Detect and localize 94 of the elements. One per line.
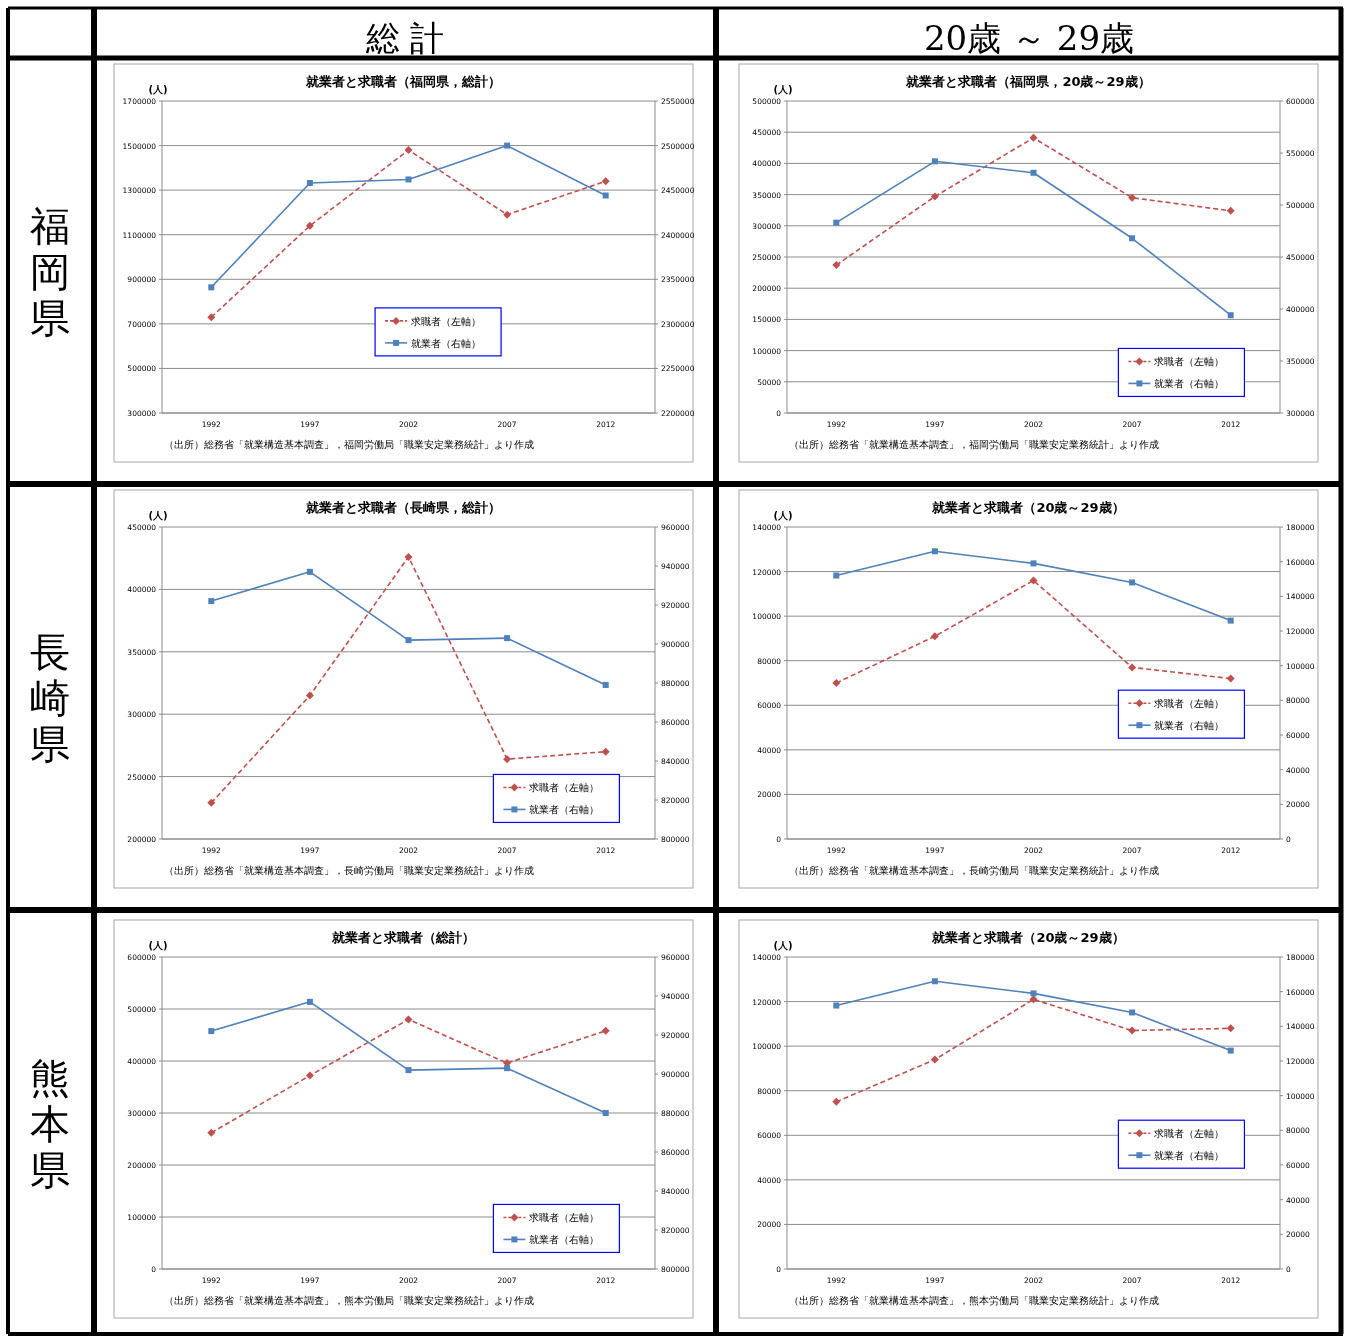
point	[1128, 663, 1137, 672]
point	[305, 221, 314, 230]
point	[931, 158, 938, 165]
point	[305, 1071, 314, 1080]
point	[833, 572, 840, 579]
legend-label: 求職者（左軸）	[529, 1212, 600, 1224]
chart-title: 就業者と求職者（福岡県，20歳～29歳）	[905, 74, 1151, 89]
y-axis-title: (人)	[148, 84, 168, 95]
text: （出所）総務省「就業構造基本調査」，福岡労働局「職業安定業務統計」より作成	[789, 439, 1159, 450]
text: （出所）総務省「就業構造基本調査」，長崎労働局「職業安定業務統計」より作成	[164, 865, 534, 876]
legend-label: 就業者（右軸）	[1154, 378, 1225, 390]
legend-label: 求職者（左軸）	[1154, 698, 1225, 710]
point	[1029, 995, 1038, 1004]
point	[1128, 193, 1137, 202]
point	[833, 219, 840, 226]
point	[503, 755, 512, 764]
point	[208, 284, 215, 291]
y-axis-title: (人)	[148, 510, 168, 521]
point	[504, 1065, 511, 1072]
point	[601, 747, 610, 756]
y-axis-title: (人)	[148, 940, 168, 951]
point	[1129, 579, 1136, 586]
point	[208, 598, 215, 605]
point	[930, 192, 939, 201]
point	[1029, 133, 1038, 142]
point	[504, 142, 511, 149]
text: （出所）総務省「就業構造基本調査」，福岡労働局「職業安定業務統計」より作成	[164, 439, 534, 450]
point	[1227, 617, 1234, 624]
text: 長崎県	[30, 629, 70, 767]
point	[305, 691, 314, 700]
point	[602, 1110, 609, 1116]
point	[405, 176, 412, 183]
point	[207, 313, 216, 322]
point	[306, 180, 313, 187]
point	[930, 1055, 939, 1064]
text: 熊本県	[30, 1055, 70, 1193]
point	[602, 192, 609, 199]
y-axis-title: (人)	[773, 940, 793, 951]
point	[208, 1028, 215, 1035]
text: 福岡県	[30, 203, 70, 341]
point	[1227, 1047, 1234, 1054]
point	[833, 1002, 840, 1009]
text: （出所）総務省「就業構造基本調査」，熊本労働局「職業安定業務統計」より作成	[164, 1295, 534, 1306]
point	[601, 1026, 610, 1035]
point	[1030, 169, 1037, 176]
point	[207, 1128, 216, 1137]
point	[930, 632, 939, 641]
text: 20歳 ～ 29歳	[923, 18, 1135, 58]
chart-title: 就業者と求職者（20歳～29歳）	[931, 500, 1125, 515]
legend-label: 求職者（左軸）	[411, 315, 482, 327]
point	[931, 978, 938, 985]
legend-label: 求職者（左軸）	[1154, 356, 1225, 368]
point	[404, 146, 413, 155]
legend-label: 求職者（左軸）	[529, 782, 600, 794]
point	[404, 1015, 413, 1024]
point	[1029, 576, 1038, 585]
legend-label: 求職者（左軸）	[1154, 1128, 1225, 1140]
point	[832, 1097, 841, 1106]
text: 総 計	[364, 18, 445, 58]
legend-label: 就業者（右軸）	[1154, 1150, 1225, 1162]
point	[405, 637, 412, 644]
point	[504, 635, 511, 642]
point	[1226, 1024, 1235, 1033]
text: （出所）総務省「就業構造基本調査」，熊本労働局「職業安定業務統計」より作成	[789, 1295, 1159, 1306]
point	[832, 261, 841, 270]
chart-title: 就業者と求職者（福岡県，総計）	[305, 74, 501, 89]
point	[602, 681, 609, 688]
legend-label: 就業者（右軸）	[529, 804, 600, 816]
point	[931, 548, 938, 555]
point	[601, 177, 610, 186]
legend-label: 就業者（右軸）	[411, 337, 482, 349]
point	[405, 1067, 412, 1074]
point	[1227, 312, 1234, 319]
point	[1226, 206, 1235, 215]
point	[1129, 1009, 1136, 1016]
point	[503, 210, 512, 219]
point	[1030, 990, 1037, 997]
text: （出所）総務省「就業構造基本調査」，長崎労働局「職業安定業務統計」より作成	[789, 865, 1159, 876]
point	[306, 998, 313, 1005]
point	[306, 568, 313, 575]
point	[1226, 674, 1235, 683]
point	[207, 798, 216, 807]
point	[1128, 1026, 1137, 1035]
y-axis-title: (人)	[773, 510, 793, 521]
chart-title: 就業者と求職者（長崎県，総計）	[305, 500, 501, 515]
point	[1129, 235, 1136, 242]
point	[404, 552, 413, 561]
chart-title: 就業者と求職者（総計）	[331, 930, 475, 945]
chart-title: 就業者と求職者（20歳～29歳）	[931, 930, 1125, 945]
point	[832, 679, 841, 687]
point	[1030, 560, 1037, 567]
y-axis-title: (人)	[773, 84, 793, 95]
legend-label: 就業者（右軸）	[1154, 720, 1225, 732]
legend-label: 就業者（右軸）	[529, 1234, 600, 1246]
